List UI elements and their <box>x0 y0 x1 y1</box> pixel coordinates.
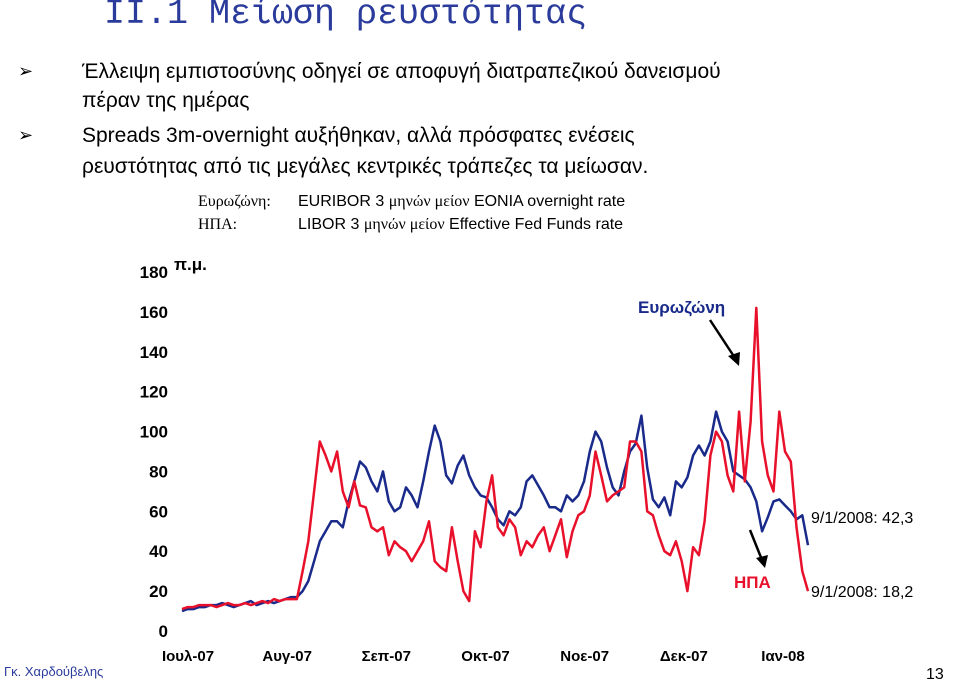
legend-text-c: EONIA overnight rate <box>473 193 626 210</box>
slide-number: 13 <box>926 666 944 683</box>
y-tick-label: 80 <box>149 462 168 481</box>
annotation-usa-value: 9/1/2008: 18,2 <box>811 584 913 601</box>
legend-text-a: LIBOR 3 <box>298 216 360 233</box>
arrow-bullet-icon: ➢ <box>18 125 34 145</box>
y-tick-label: 60 <box>149 502 168 521</box>
unit-label: π.μ. <box>174 255 207 274</box>
annotation-eurozone: Ευρωζώνη <box>638 298 725 317</box>
arrow-usa-head <box>756 555 768 568</box>
legend-eurozone: Ευρωζώνη: EURIBOR 3 μηνών μείον EONIA ove… <box>198 193 625 211</box>
footer-author: Γκ. Χαρδούβελης <box>4 664 104 679</box>
y-tick-label: 180 <box>140 263 168 282</box>
arrow-usa-line <box>748 529 764 561</box>
x-axis-labels: Ιουλ-07 Αυγ-07 Σεπ-07 Οκτ-07 Νοε-07 Δεκ-07 Ιαν… <box>162 648 805 665</box>
series-lines <box>181 306 810 613</box>
slide-title: ΙΙ.1 Μείωση ρευστότητας <box>104 0 588 34</box>
legend-label: ΗΠΑ: <box>198 216 238 233</box>
x-tick-label: Ιαν-08 <box>761 648 804 665</box>
bullet-1-line-2: πέραν της ημέρας <box>82 89 250 112</box>
bullet-1-line-1: Έλλειψη εμπιστοσύνης οδηγεί σε αποφυγή δ… <box>82 60 721 83</box>
annotation-eurozone-value: 9/1/2008: 42,3 <box>811 510 913 527</box>
x-tick-label: Νοε-07 <box>560 648 609 665</box>
legend-text-b: μηνών μείον <box>388 193 470 210</box>
legend-usa: ΗΠΑ: LIBOR 3 μηνών μείον Effective Fed Fu… <box>198 216 623 234</box>
y-tick-label: 0 <box>159 622 168 641</box>
arrow-eurozone-head <box>728 352 740 366</box>
x-tick-label: Οκτ-07 <box>461 648 509 665</box>
legend-label: Ευρωζώνη: <box>198 193 271 210</box>
bullet-2-line-1: Spreads 3m-overnight αυξήθηκαν, αλλά πρό… <box>82 124 635 147</box>
y-tick-label: 40 <box>149 542 168 561</box>
y-axis-labels: 0 20 40 60 80 100 120 140 160 180 <box>140 263 168 641</box>
legend-text-c: Effective Fed Funds rate <box>449 216 624 233</box>
legend-text-b: μηνών μείον <box>363 216 445 233</box>
series-line-usa <box>181 306 810 611</box>
x-tick-label: Αυγ-07 <box>262 648 312 665</box>
arrow-bullet-icon: ➢ <box>18 61 34 81</box>
y-tick-label: 100 <box>140 423 168 442</box>
y-tick-label: 20 <box>149 582 168 601</box>
arrow-eurozone-line <box>708 319 737 359</box>
x-tick-label: Σεπ-07 <box>362 648 411 665</box>
annotation-usa: ΗΠΑ <box>734 573 771 592</box>
x-tick-label: Δεκ-07 <box>660 648 708 665</box>
legend-text-a: EURIBOR 3 <box>298 193 385 210</box>
y-tick-label: 120 <box>140 383 168 402</box>
y-tick-label: 140 <box>140 343 168 362</box>
x-tick-label: Ιουλ-07 <box>162 648 214 665</box>
bullet-2-line-2: ρευστότητας από τις μεγάλες κεντρικές τρ… <box>82 155 649 178</box>
y-tick-label: 160 <box>140 303 168 322</box>
